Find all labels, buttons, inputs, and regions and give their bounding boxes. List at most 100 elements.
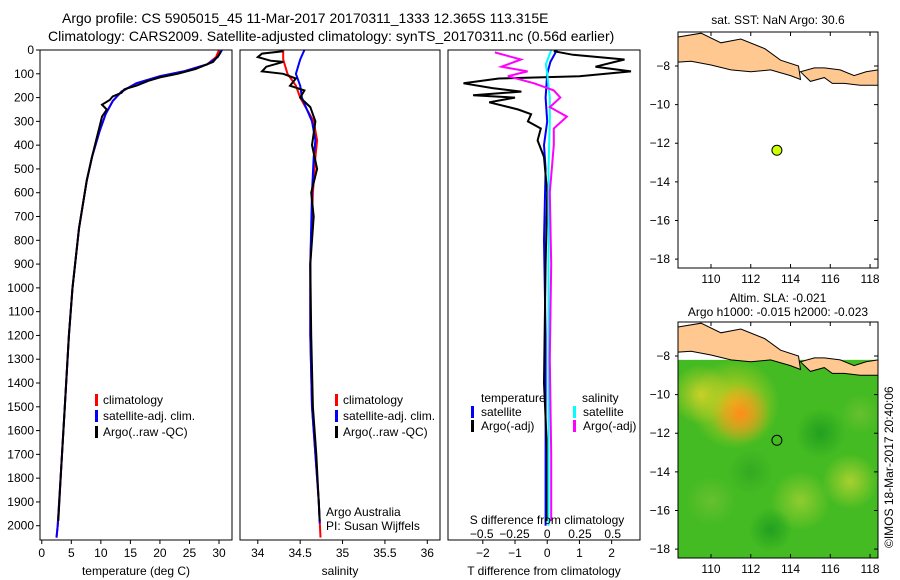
legend-heading: temperature [481,391,546,405]
x-tick-label: 1 [576,546,583,560]
y-tick-label: −10 [650,388,671,402]
argo-float-marker [771,144,783,156]
legend-swatch [95,426,98,438]
map-sst_map: 110 112 114 116 118 −8 −10 −12 −14 −16 −18 sat. SST… [650,13,880,286]
y-tick-label: 500 [14,162,34,176]
y-tick-label: 1400 [7,376,34,390]
sla-anomaly-blob [822,453,878,510]
panel-difference: −2 −1 0 1 2 T difference from climatology temp… [447,49,641,578]
legend-label: satellite [583,405,624,419]
series-line-t-argo-adj- [463,50,632,521]
panel-salinity: 34 34.5 35 35.5 36 salinity climatology satelli… [239,49,441,578]
y-tick-label: −14 [650,465,671,479]
map-subtitle: Argo h1000: -0.015 h2000: -0.023 [688,305,868,319]
x2-tick-label: −0.5 [470,527,494,541]
series-line-s-satellite [544,50,553,526]
y-tick-label: 1800 [7,471,34,485]
map-title: sat. SST: NaN Argo: 30.6 [711,13,845,27]
x-tick-label: 116 [821,562,840,576]
x-tick-label: 110 [701,272,720,286]
y-tick-label: −14 [650,175,671,189]
x-tick-label: 25 [183,546,197,560]
x-tick-label: 0 [38,546,45,560]
land-java [678,322,802,371]
x-tick-label: 34 [251,546,265,560]
land-bali-lombok [799,67,878,86]
x-tick-label: 110 [701,562,720,576]
x2-axis-label: S difference from climatology [470,513,625,527]
y-tick-label: 0 [27,43,34,57]
argo-float-marker [771,434,783,446]
annotation-line: PI: Susan Wijffels [326,519,420,533]
x-tick-label: 20 [153,546,167,560]
y-tick-label: 2000 [7,519,34,533]
legend-swatch [335,426,338,438]
y-tick-label: −18 [650,252,671,266]
y-tick-label: 1300 [7,352,34,366]
x-tick-label: 112 [741,272,760,286]
x-tick-label: 15 [124,546,138,560]
y-tick-label: −8 [656,349,670,363]
sla-anomaly-blob [728,449,773,494]
map-content [678,32,878,156]
figure-title-line2: Climatology: CARS2009. Satellite-adjuste… [48,28,615,44]
series-group [463,50,632,526]
series-line-t-satellite [542,50,558,526]
x-tick-label: 35.5 [373,546,397,560]
sla-anomaly-blob [748,507,793,552]
x-tick-label: 5 [68,546,75,560]
plot-frame [39,49,233,541]
legend-label: Argo(-adj) [583,419,636,433]
legend-swatch [335,410,338,422]
x-tick-label: 35 [336,546,350,560]
y-tick-label: −12 [650,136,671,150]
series-group [55,50,223,538]
map-sla_map: 110 112 114 116 118 −8 −10 −12 −14 −16 −18 Altim. S… [650,291,896,576]
legend-swatch [95,394,98,406]
legend-swatch [573,406,576,418]
x-tick-label: 116 [821,272,840,286]
y-tick-label: 1200 [7,328,34,342]
y-tick-label: 400 [14,138,34,152]
y-tick-label: −16 [650,213,671,227]
x-axis-label: salinity [322,564,359,578]
map-content [678,322,878,558]
x-tick-label: 30 [212,546,226,560]
x2-tick-label: 0 [544,527,551,541]
legend-label: satellite-adj. clim. [343,409,435,423]
x-tick-label: 34.5 [288,546,312,560]
legend-swatch [95,410,98,422]
sla-anomaly-blob [686,475,737,526]
series-line-argo-raw-qc- [255,50,321,522]
y-tick-label: 700 [14,210,34,224]
plot-frame [239,49,441,541]
y-tick-label: 1500 [7,400,34,414]
x2-tick-label: −0.25 [499,527,530,541]
x-tick-label: 114 [781,272,800,286]
y-tick-label: −8 [656,59,670,73]
x2-tick-label: 0.5 [604,527,621,541]
panel-temp: 0 5 10 15 20 25 30 temperature (deg C) 0 100 200 30… [7,43,233,578]
y-tick-label: 1100 [8,305,34,319]
credit-text: ©IMOS 18-Mar-2017 20:40:06 [882,386,896,548]
y-tick-label: 1900 [7,495,34,509]
x-axis-label: temperature (deg C) [82,564,190,578]
annotation-line: Argo Australia [326,505,401,519]
plot-frame [447,49,641,541]
x-tick-label: 118 [860,272,879,286]
series-line-argo-raw-qc- [57,50,222,522]
y-tick-label: 1000 [7,281,34,295]
y-tick-label: 800 [14,233,34,247]
y-tick-label: −10 [650,98,671,112]
land-bali-lombok [799,357,878,376]
x-tick-label: −1 [508,546,522,560]
series-line-s-argo-adj- [494,51,569,521]
figure-title-line1: Argo profile: CS 5905015_45 11-Mar-2017 … [62,10,549,26]
y-tick-label: 900 [14,257,34,271]
sla-anomaly-blob [840,393,878,434]
legend-label: Argo(-adj) [481,419,534,433]
series-group [255,50,322,538]
land-java [678,32,802,81]
y-tick-label: 1700 [7,447,34,461]
